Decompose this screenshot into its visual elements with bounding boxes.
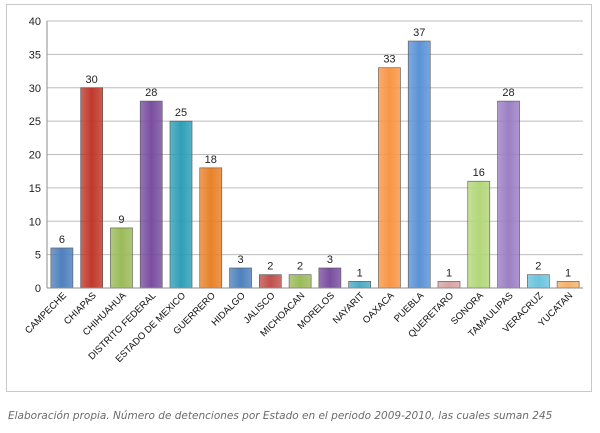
y-tick-label: 15 <box>29 183 41 195</box>
bar <box>437 281 461 289</box>
data-label: 1 <box>565 267 571 279</box>
data-label: 18 <box>205 154 217 166</box>
data-label: 3 <box>327 254 333 266</box>
data-label: 9 <box>118 214 124 226</box>
bar <box>527 274 550 289</box>
bar <box>229 267 252 289</box>
bar <box>139 100 163 289</box>
data-label: 28 <box>145 87 157 99</box>
data-label: 1 <box>357 267 363 279</box>
data-label: 16 <box>473 167 485 179</box>
x-tick-label: CAMPECHE <box>23 290 69 336</box>
bar <box>199 167 223 289</box>
data-label: 37 <box>413 27 425 39</box>
x-tick-label: NAYARIT <box>331 290 367 326</box>
bar <box>259 274 282 289</box>
chart-caption: Elaboración propia. Número de detencione… <box>8 410 553 422</box>
data-label: 3 <box>237 254 243 266</box>
y-tick-label: 30 <box>29 83 41 95</box>
bar <box>378 67 401 289</box>
bar <box>556 281 580 289</box>
data-label: 28 <box>502 87 514 99</box>
y-tick-label: 40 <box>29 16 41 28</box>
bar <box>348 281 371 289</box>
bar <box>497 100 520 289</box>
bar <box>169 120 193 289</box>
bar <box>407 40 431 289</box>
y-tick-label: 20 <box>29 150 41 162</box>
y-tick-label: 5 <box>35 250 41 262</box>
bar <box>110 227 133 289</box>
bar-chart: 05101520253035406CAMPECHE30CHIAPAS9CHIHU… <box>23 16 583 365</box>
data-label: 33 <box>383 54 395 66</box>
data-label: 25 <box>175 107 187 119</box>
data-label: 2 <box>297 261 303 273</box>
data-label: 2 <box>267 261 273 273</box>
data-label: 2 <box>535 261 541 273</box>
y-tick-label: 10 <box>29 216 41 228</box>
bar <box>80 87 103 289</box>
data-label: 1 <box>446 267 452 279</box>
bar <box>318 267 342 289</box>
data-label: 6 <box>59 234 65 246</box>
x-tick-label: OAXACA <box>361 290 397 326</box>
chart-frame: 0 5 10 15 20 25 30 35 40 6 CAMPECHE 30 CHIAPAS 9 CHIHU… <box>6 4 592 392</box>
bar <box>288 274 312 289</box>
y-tick-label: 0 <box>35 283 41 295</box>
bar <box>50 247 74 289</box>
y-tick-label: 25 <box>29 116 41 128</box>
bar <box>467 180 491 289</box>
y-tick-label: 35 <box>29 49 41 61</box>
data-label: 30 <box>86 74 98 86</box>
